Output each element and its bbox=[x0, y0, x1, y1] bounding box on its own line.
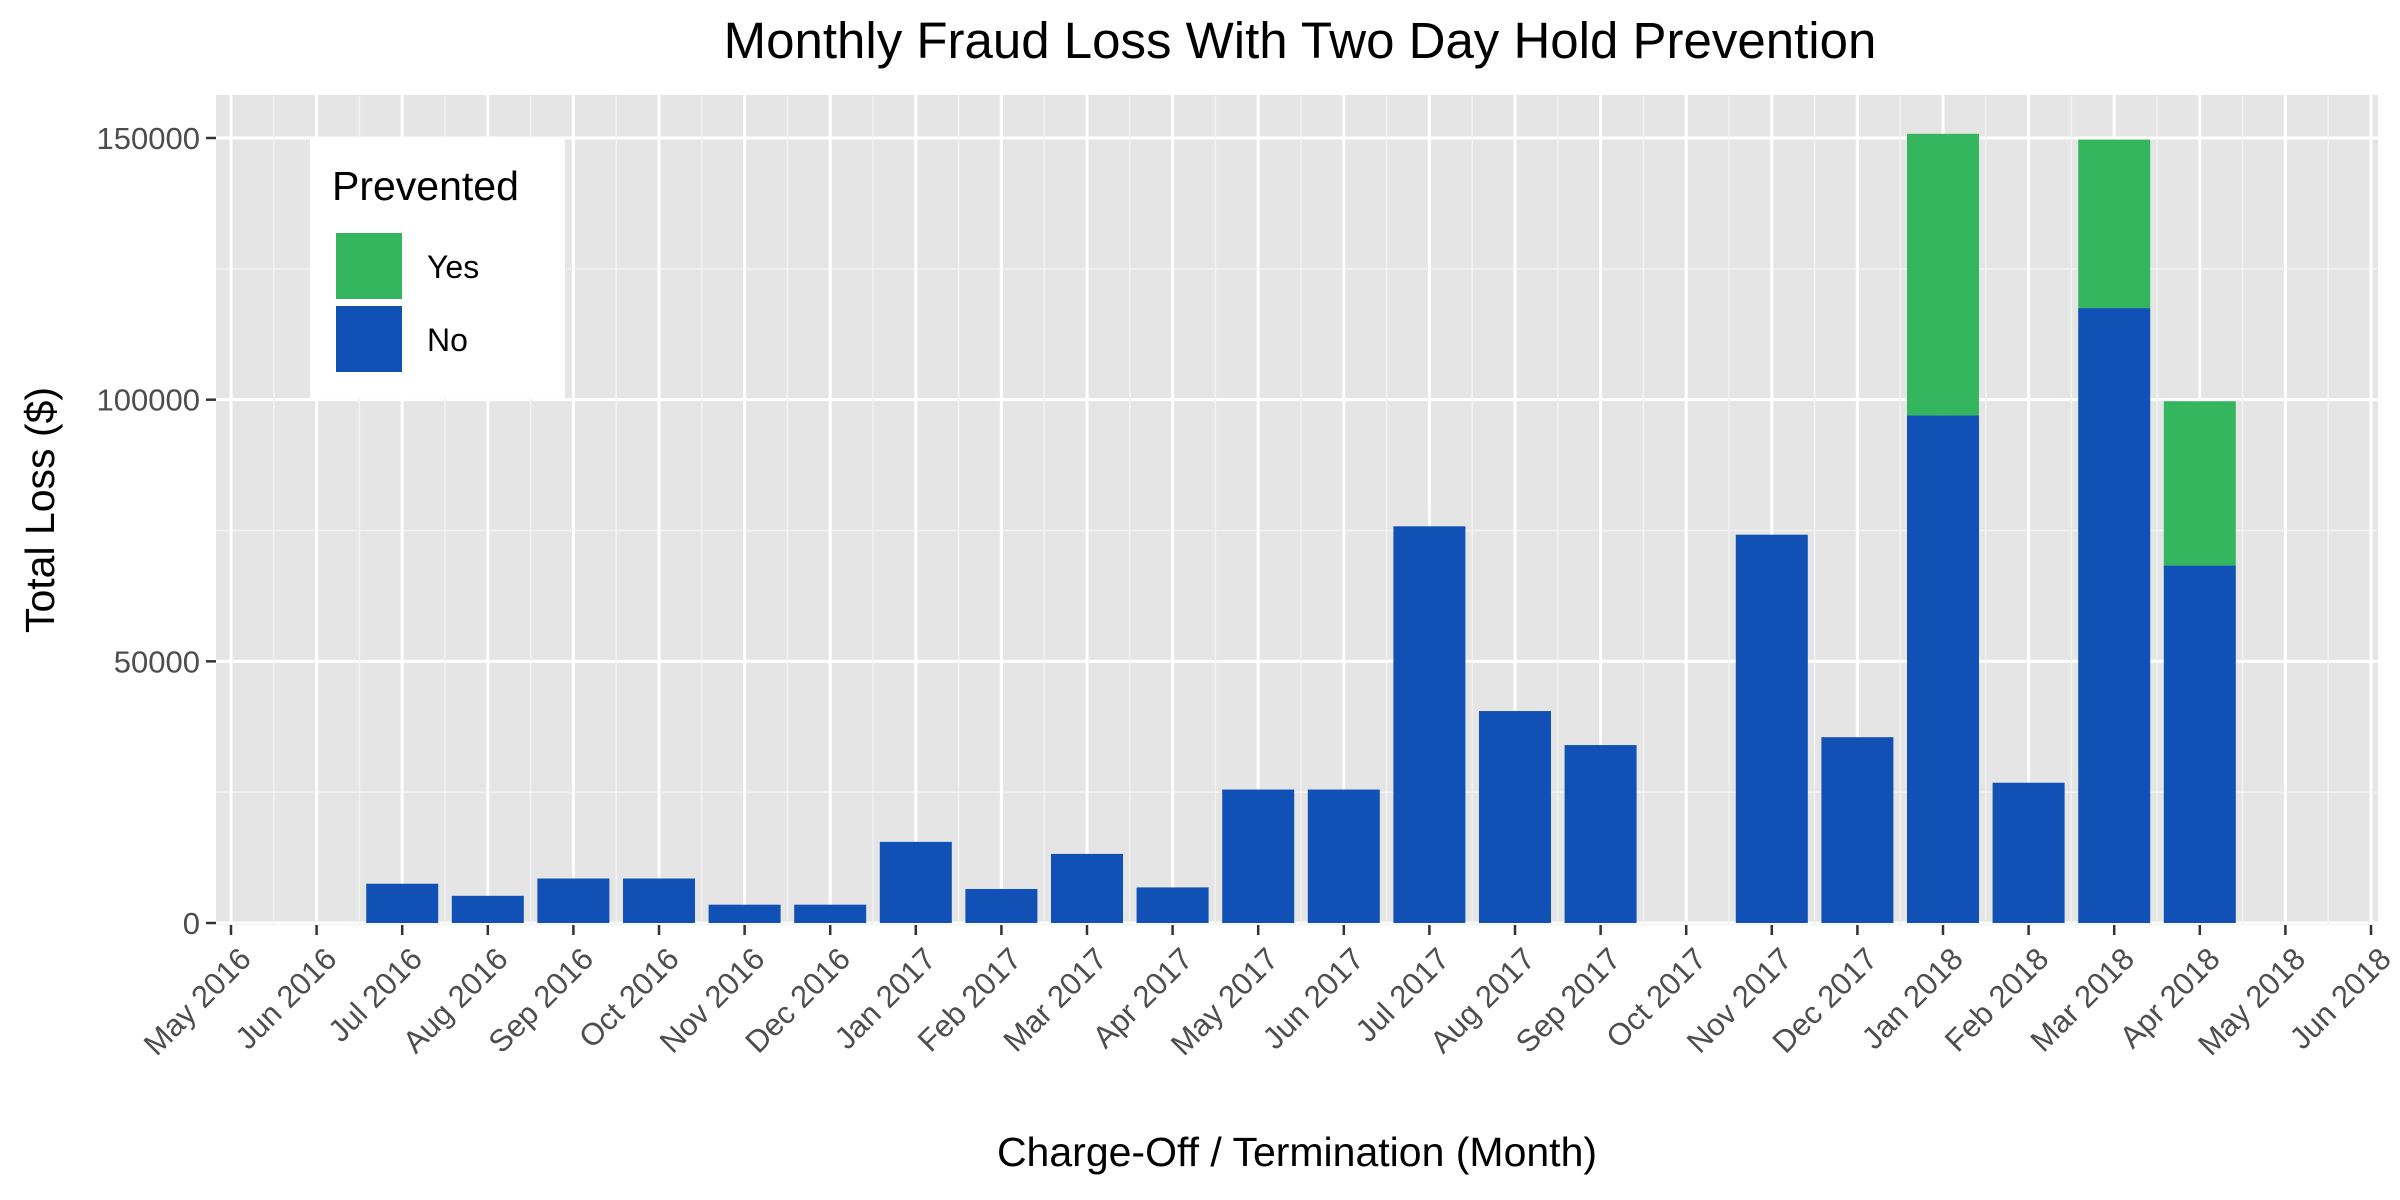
bar-no bbox=[879, 841, 952, 923]
legend-key-yes bbox=[336, 233, 402, 299]
y-tick-label: 0 bbox=[183, 906, 200, 941]
bar-no bbox=[451, 895, 524, 923]
bar-no bbox=[1136, 887, 1209, 923]
y-tick-label: 100000 bbox=[97, 383, 200, 418]
bar-no bbox=[1735, 534, 1808, 923]
legend-key-no bbox=[336, 306, 402, 372]
x-axis-title: Charge-Off / Termination (Month) bbox=[997, 1129, 1597, 1175]
bar-yes bbox=[2163, 401, 2236, 566]
bar-no bbox=[1564, 745, 1637, 923]
bar-no bbox=[1051, 853, 1123, 923]
bar-no bbox=[2078, 308, 2151, 923]
bar-no bbox=[1907, 415, 1979, 923]
bar-no bbox=[366, 883, 439, 923]
bar-no bbox=[1992, 782, 2065, 923]
x-tick-label: May 2016 bbox=[137, 941, 258, 1062]
chart-title: Monthly Fraud Loss With Two Day Hold Pre… bbox=[724, 12, 1877, 69]
legend-label-no: No bbox=[427, 322, 468, 358]
bar-no bbox=[1479, 711, 1551, 923]
bar-no bbox=[2163, 565, 2236, 923]
bar-no bbox=[1222, 789, 1295, 923]
bar-yes bbox=[2078, 139, 2151, 309]
bar-no bbox=[794, 904, 867, 923]
bar-no bbox=[537, 878, 610, 923]
legend: Prevented Yes No bbox=[310, 138, 565, 398]
bar-no bbox=[1393, 526, 1466, 923]
bar-yes bbox=[1907, 133, 1979, 416]
bar-no bbox=[708, 904, 781, 923]
bars bbox=[366, 133, 2236, 923]
bar-no bbox=[623, 878, 695, 923]
bar-no bbox=[965, 888, 1038, 923]
y-axis: 0 50000 100000 150000 bbox=[97, 121, 216, 941]
legend-title: Prevented bbox=[332, 163, 519, 209]
legend-label-yes: Yes bbox=[427, 249, 479, 285]
y-tick-label: 50000 bbox=[114, 644, 200, 679]
y-axis-title: Total Loss ($) bbox=[17, 387, 63, 633]
bar-no bbox=[1821, 737, 1894, 923]
y-tick-label: 150000 bbox=[97, 121, 200, 156]
bar-no bbox=[1307, 789, 1380, 923]
